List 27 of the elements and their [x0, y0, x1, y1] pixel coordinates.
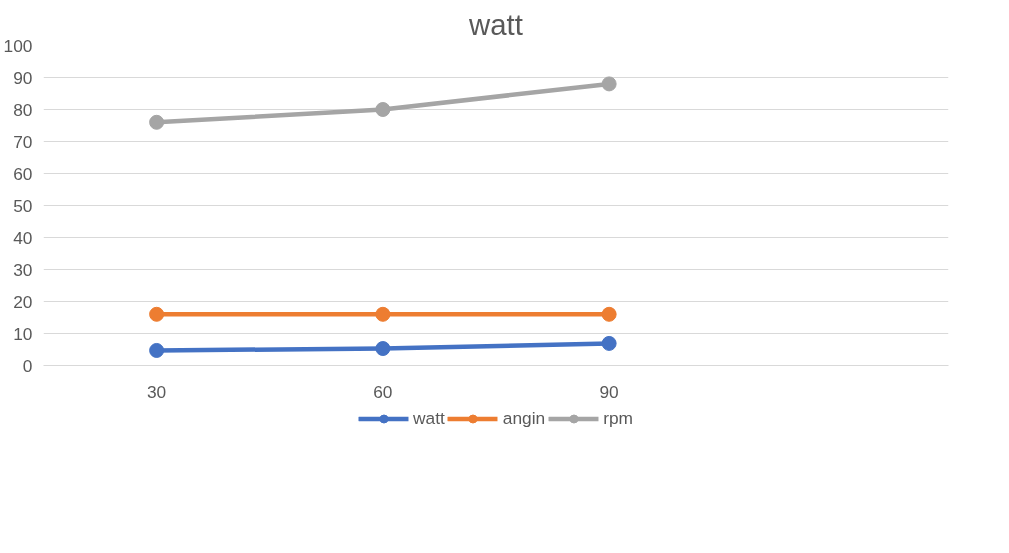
y-tick-label: 0 [22, 355, 33, 376]
x-tick-label: 30 [146, 381, 167, 402]
y-tick-label: 50 [13, 195, 33, 216]
x-tick-label: 60 [373, 381, 393, 402]
point [601, 76, 617, 92]
point [601, 306, 617, 322]
legend-label: watt [412, 407, 445, 429]
y-tick-label: 100 [3, 35, 33, 56]
x-tick-label: 90 [599, 381, 619, 402]
chart-title: watt [468, 7, 523, 41]
point [375, 102, 391, 117]
y-tick-label: 20 [13, 291, 33, 312]
y-tick-label: 30 [13, 259, 33, 280]
y-tick-label: 60 [13, 163, 33, 184]
point [601, 335, 617, 351]
y-tick-label: 10 [13, 323, 33, 344]
y-tick-label: 70 [13, 131, 33, 152]
point [149, 306, 165, 322]
y-tick-label: 90 [13, 67, 33, 88]
point [149, 114, 165, 130]
point [375, 341, 391, 357]
y-tick-label: 80 [13, 99, 33, 120]
point [375, 306, 391, 322]
point [149, 342, 165, 358]
y-tick-label: 40 [13, 227, 33, 248]
legend-label: rpm [603, 407, 634, 429]
legend-label: angin [502, 407, 546, 429]
